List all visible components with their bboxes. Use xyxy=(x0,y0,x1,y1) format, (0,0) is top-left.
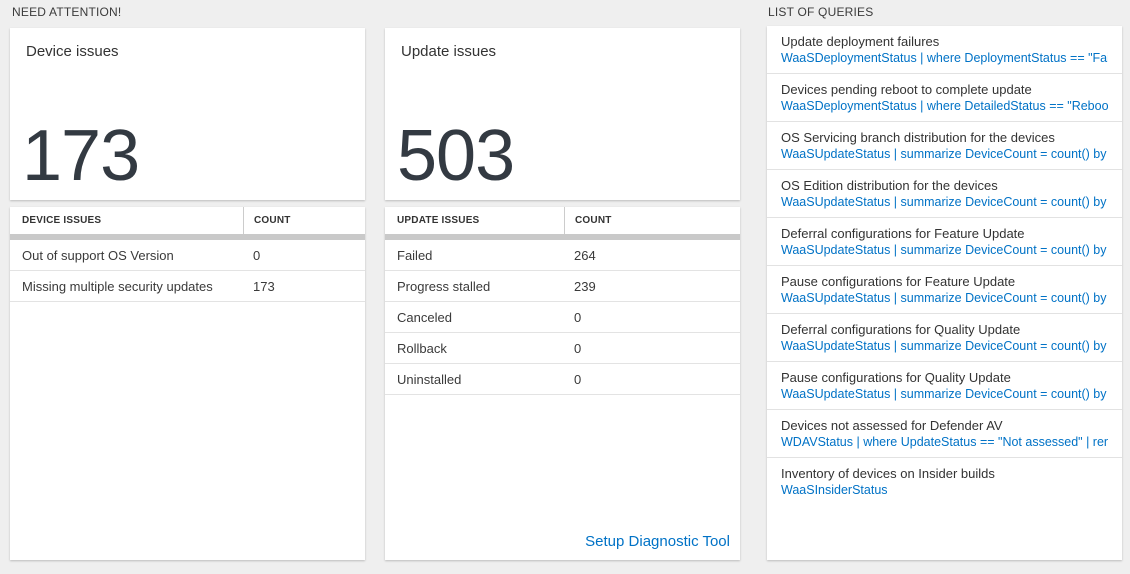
issue-label: Failed xyxy=(397,247,433,263)
issue-count: 0 xyxy=(574,371,582,387)
issue-label: Progress stalled xyxy=(397,278,491,294)
query-title: Update deployment failures xyxy=(781,34,940,49)
update-issues-count: 503 xyxy=(397,116,515,196)
update-table-header: UPDATE ISSUES COUNT xyxy=(385,207,740,234)
issue-label: Canceled xyxy=(397,309,452,325)
query-code-link[interactable]: WaaSDeploymentStatus | where DeploymentS… xyxy=(781,51,1108,65)
device-issues-title: Device issues xyxy=(26,43,119,60)
query-list-item[interactable]: OS Servicing branch distribution for the… xyxy=(767,122,1122,170)
query-code-link[interactable]: WaaSUpdateStatus | summarize DeviceCount… xyxy=(781,387,1108,401)
list-of-queries-panel: Update deployment failures WaaSDeploymen… xyxy=(767,26,1122,560)
query-title: Devices pending reboot to complete updat… xyxy=(781,82,1032,97)
query-list-item[interactable]: Devices pending reboot to complete updat… xyxy=(767,74,1122,122)
query-title: Inventory of devices on Insider builds xyxy=(781,466,995,481)
header-separator-bar xyxy=(385,234,740,240)
table-row[interactable]: Rollback 0 xyxy=(385,333,740,364)
device-table-header-count: COUNT xyxy=(254,215,291,226)
issue-count: 264 xyxy=(574,247,596,263)
query-list-item[interactable]: Deferral configurations for Feature Upda… xyxy=(767,218,1122,266)
query-code-link[interactable]: WaaSUpdateStatus | summarize DeviceCount… xyxy=(781,147,1108,161)
update-issues-table: UPDATE ISSUES COUNT Failed 264 Progress … xyxy=(385,207,740,560)
table-row[interactable]: Failed 264 xyxy=(385,240,740,271)
query-code-link[interactable]: WaaSUpdateStatus | summarize DeviceCount… xyxy=(781,195,1108,209)
update-issues-tile[interactable]: Update issues 503 xyxy=(385,28,740,200)
query-title: Devices not assessed for Defender AV xyxy=(781,418,1003,433)
update-table-header-count: COUNT xyxy=(575,215,612,226)
device-issues-tile[interactable]: Device issues 173 xyxy=(10,28,365,200)
update-table-header-label: UPDATE ISSUES xyxy=(397,215,480,226)
issue-count: 0 xyxy=(574,309,582,325)
issue-count: 239 xyxy=(574,278,596,294)
table-row[interactable]: Uninstalled 0 xyxy=(385,364,740,395)
query-title: OS Edition distribution for the devices xyxy=(781,178,998,193)
query-code-link[interactable]: WaaSInsiderStatus xyxy=(781,483,888,497)
issue-label: Rollback xyxy=(397,340,447,356)
device-table-header: DEVICE ISSUES COUNT xyxy=(10,207,365,234)
issue-label: Uninstalled xyxy=(397,371,462,387)
device-table-header-label: DEVICE ISSUES xyxy=(22,215,102,226)
query-code-link[interactable]: WaaSUpdateStatus | summarize DeviceCount… xyxy=(781,243,1108,257)
table-row[interactable]: Progress stalled 239 xyxy=(385,271,740,302)
query-list-item[interactable]: OS Edition distribution for the devices … xyxy=(767,170,1122,218)
query-list-item[interactable]: Deferral configurations for Quality Upda… xyxy=(767,314,1122,362)
query-title: OS Servicing branch distribution for the… xyxy=(781,130,1055,145)
header-separator-bar xyxy=(10,234,365,240)
list-of-queries-header: LIST OF QUERIES xyxy=(768,5,874,19)
issue-label: Missing multiple security updates xyxy=(22,278,213,294)
query-list-item[interactable]: Pause configurations for Quality Update … xyxy=(767,362,1122,410)
query-code-link[interactable]: WaaSUpdateStatus | summarize DeviceCount… xyxy=(781,291,1108,305)
query-code-link[interactable]: WaaSUpdateStatus | summarize DeviceCount… xyxy=(781,339,1108,353)
table-row[interactable]: Out of support OS Version 0 xyxy=(10,240,365,271)
table-row[interactable]: Missing multiple security updates 173 xyxy=(10,271,365,302)
table-row[interactable]: Canceled 0 xyxy=(385,302,740,333)
setup-diagnostic-tool-link[interactable]: Setup Diagnostic Tool xyxy=(585,533,730,550)
query-list-item[interactable]: Devices not assessed for Defender AV WDA… xyxy=(767,410,1122,458)
issue-label: Out of support OS Version xyxy=(22,247,174,263)
update-issues-title: Update issues xyxy=(401,43,497,60)
query-title: Pause configurations for Quality Update xyxy=(781,370,1011,385)
device-issues-count: 173 xyxy=(22,116,140,196)
issue-count: 0 xyxy=(574,340,582,356)
device-issues-table: DEVICE ISSUES COUNT Out of support OS Ve… xyxy=(10,207,365,560)
query-list-item[interactable]: Update deployment failures WaaSDeploymen… xyxy=(767,26,1122,74)
query-list-item[interactable]: Inventory of devices on Insider builds W… xyxy=(767,458,1122,506)
query-title: Deferral configurations for Feature Upda… xyxy=(781,226,1025,241)
query-title: Deferral configurations for Quality Upda… xyxy=(781,322,1021,337)
query-list-item[interactable]: Pause configurations for Feature Update … xyxy=(767,266,1122,314)
need-attention-header: NEED ATTENTION! xyxy=(12,5,122,19)
issue-count: 0 xyxy=(253,247,261,263)
query-code-link[interactable]: WDAVStatus | where UpdateStatus == "Not … xyxy=(781,435,1108,449)
query-title: Pause configurations for Feature Update xyxy=(781,274,1016,289)
issue-count: 173 xyxy=(253,278,275,294)
query-code-link[interactable]: WaaSDeploymentStatus | where DetailedSta… xyxy=(781,99,1108,113)
